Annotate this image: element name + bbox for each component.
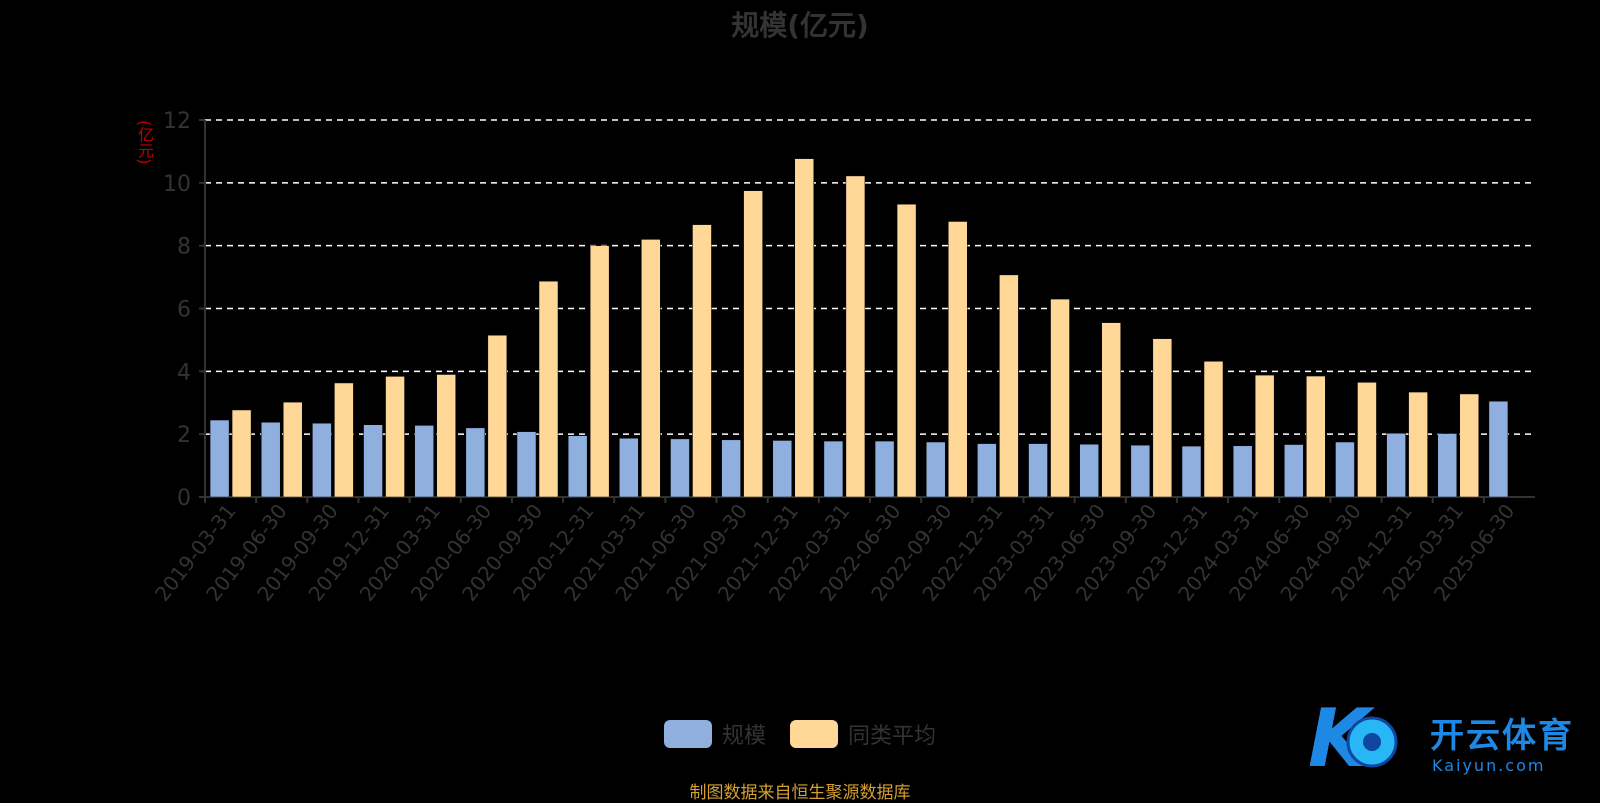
bar-scale bbox=[414, 425, 434, 498]
legend-swatch-scale bbox=[663, 720, 712, 748]
bar-scale bbox=[516, 431, 537, 498]
legend-item-peer-average[interactable]: 同类平均 bbox=[790, 718, 936, 750]
bar-scale bbox=[977, 443, 997, 498]
y-axis-label: (亿元) bbox=[135, 120, 154, 165]
bar-peer-average bbox=[947, 221, 968, 498]
bar-peer-average bbox=[1306, 375, 1326, 498]
bar-scale bbox=[721, 439, 741, 498]
bar-peer-average bbox=[282, 401, 303, 498]
y-tick-label: 12 bbox=[163, 109, 191, 134]
bar-scale bbox=[772, 440, 793, 498]
bar-peer-average bbox=[794, 158, 815, 498]
y-tick-label: 10 bbox=[163, 172, 191, 197]
bar-scale bbox=[312, 422, 332, 498]
bar-peer-average bbox=[334, 382, 354, 498]
bar-scale bbox=[1437, 433, 1458, 498]
bar-peer-average bbox=[1408, 391, 1428, 498]
legend-swatch-peer-average bbox=[790, 720, 838, 748]
brand-logo-icon: K bbox=[1310, 700, 1398, 780]
chart-title: 规模(亿元) bbox=[731, 9, 869, 42]
bar-scale bbox=[619, 438, 639, 498]
bar-peer-average bbox=[1357, 382, 1377, 498]
bar-scale bbox=[1079, 443, 1099, 498]
bar-scale bbox=[209, 419, 230, 498]
bar-scale bbox=[1028, 443, 1048, 498]
bar-scale bbox=[1181, 445, 1202, 498]
bar-scale bbox=[1232, 445, 1253, 498]
bar-peer-average bbox=[999, 274, 1019, 498]
bar-peer-average bbox=[1254, 374, 1275, 498]
data-source-note: 制图数据来自恒生聚源数据库 bbox=[689, 783, 911, 803]
bar-scale bbox=[1335, 441, 1355, 498]
bar-peer-average bbox=[641, 239, 661, 498]
bar-scale bbox=[874, 440, 895, 498]
bar-peer-average bbox=[1050, 298, 1070, 498]
bar-peer-average bbox=[231, 409, 252, 498]
bar-scale bbox=[1130, 444, 1151, 498]
bar-peer-average bbox=[1203, 361, 1224, 498]
bar-peer-average bbox=[1152, 338, 1173, 498]
y-tick-label: 4 bbox=[177, 360, 191, 385]
bar-peer-average bbox=[538, 280, 559, 498]
bar-peer-average bbox=[436, 374, 456, 498]
y-tick-label: 2 bbox=[177, 423, 191, 448]
bar-scale bbox=[260, 421, 281, 498]
bar-peer-average bbox=[1101, 322, 1121, 498]
bar-scale bbox=[363, 424, 383, 498]
watermark-brand: 开云体育 bbox=[1430, 716, 1574, 756]
bar-peer-average bbox=[896, 203, 917, 498]
watermark-site: Kaiyun.com bbox=[1432, 756, 1546, 775]
bar-scale bbox=[465, 427, 486, 498]
legend-label-scale: 规模 bbox=[721, 724, 766, 749]
legend: 规模 同类平均 bbox=[0, 718, 1600, 750]
grid-lines bbox=[205, 119, 1535, 435]
bar-scale bbox=[1488, 400, 1509, 498]
legend-item-scale[interactable]: 规模 bbox=[663, 718, 766, 750]
bar-peer-average bbox=[692, 224, 712, 498]
y-tick-label: 0 bbox=[177, 486, 191, 511]
bar-peer-average bbox=[589, 245, 610, 498]
bar-scale bbox=[925, 441, 946, 498]
y-tick-label: 8 bbox=[177, 235, 191, 260]
bar-peer-average bbox=[487, 334, 508, 498]
bar-peer-average bbox=[845, 175, 866, 498]
bar-scale bbox=[670, 438, 690, 498]
bar-scale bbox=[1284, 444, 1304, 498]
bar-peer-average bbox=[385, 376, 405, 498]
x-axis: 2019-03-312019-06-302019-09-302019-12-31… bbox=[150, 497, 1519, 606]
legend-label-peer-average: 同类平均 bbox=[848, 724, 937, 749]
bar-scale bbox=[567, 435, 588, 498]
y-tick-label: 6 bbox=[177, 298, 191, 323]
bar-scale bbox=[1386, 432, 1406, 498]
bar-peer-average bbox=[1459, 393, 1480, 498]
bars bbox=[209, 158, 1509, 498]
bar-scale bbox=[823, 440, 844, 498]
bar-peer-average bbox=[743, 190, 763, 498]
